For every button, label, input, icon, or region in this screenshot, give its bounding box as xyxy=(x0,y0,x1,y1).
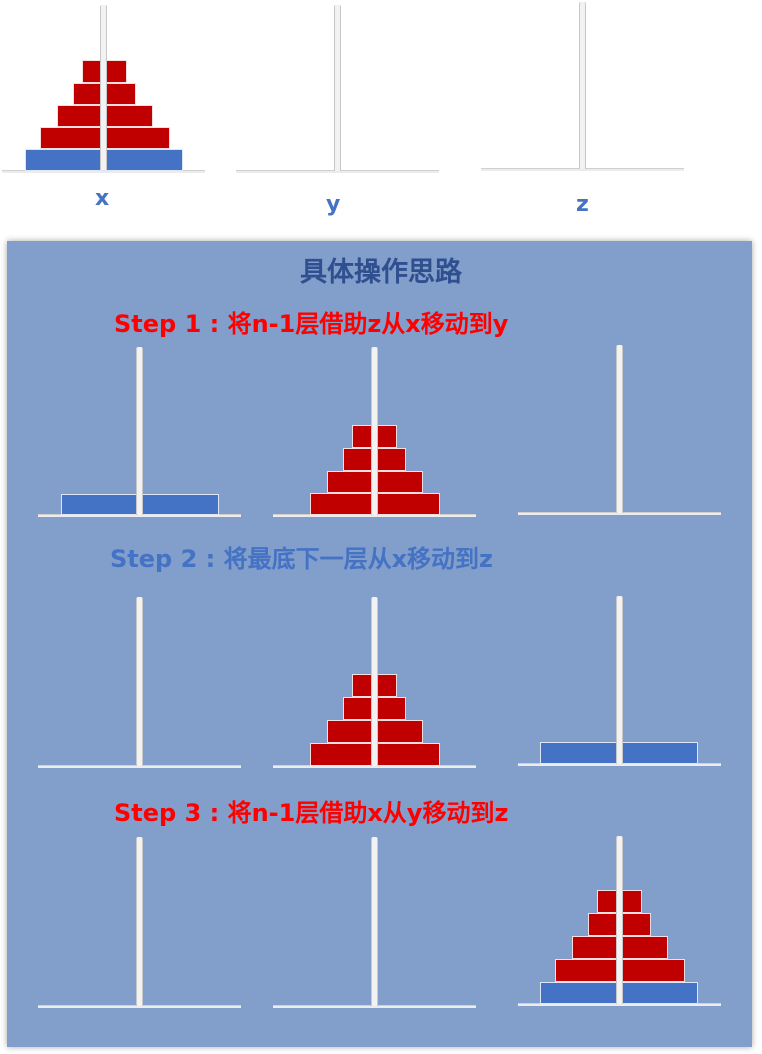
s2-rod-1 xyxy=(136,597,143,766)
peg-label-z: z xyxy=(576,192,589,217)
step-3-label: Step 3 : 将n-1层借助x从y移动到z xyxy=(114,799,509,827)
step-2-label: Step 2 : 将最底下一层从x移动到z xyxy=(110,545,494,573)
rod-x-front xyxy=(100,60,107,170)
s3-rod-1 xyxy=(136,837,143,1006)
step-1-label: Step 1 : 将n-1层借助z从x移动到y xyxy=(114,310,509,338)
rod-z xyxy=(579,2,586,169)
s2-rod-3 xyxy=(616,596,623,764)
peg-label-y: y xyxy=(326,192,341,217)
panel-title: 具体操作思路 xyxy=(300,257,462,288)
s2-rod-2 xyxy=(371,597,378,766)
rod-y xyxy=(334,5,341,171)
peg-label-x: x xyxy=(95,186,110,211)
s1-rod-2 xyxy=(371,347,378,515)
s1-rod-3 xyxy=(616,345,623,513)
s3-rod-2 xyxy=(371,837,378,1006)
s3-rod-3 xyxy=(616,836,623,1004)
s1-rod-1 xyxy=(136,347,143,515)
